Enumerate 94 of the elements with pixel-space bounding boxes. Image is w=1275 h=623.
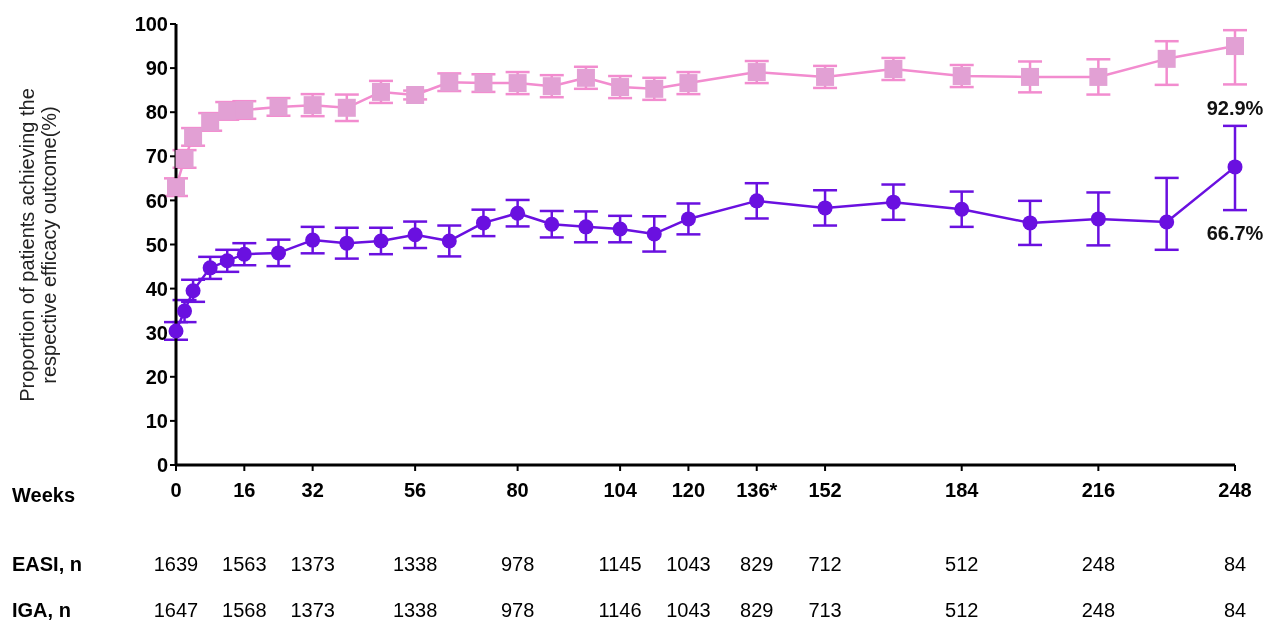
y-axis-title: Proportion of patients achieving the respective efficacy outcome(%) [16,86,60,404]
point [544,216,560,232]
text: 978 [500,553,535,576]
y-tick-label: 40 [145,277,168,300]
point [1090,211,1106,227]
point [1227,159,1243,175]
text: 248 [1081,599,1116,622]
point [578,219,594,235]
point [576,68,595,87]
x-tick-label: 32 [301,479,324,502]
point [646,226,662,242]
text: 1043 [666,599,711,622]
point [612,221,628,237]
x-tick-label: 152 [808,479,842,502]
text: 1563 [222,553,267,576]
text: 829 [740,599,774,622]
point [337,98,356,117]
text: 84 [1223,599,1247,622]
y-tick-label: 90 [145,57,168,80]
point [185,283,201,299]
x-tick-label: 56 [404,479,427,502]
text: 713 [808,599,842,622]
point [680,211,696,227]
text: 1338 [392,599,438,622]
text: 1043 [666,553,711,576]
point [219,253,235,269]
text: 1647 [153,599,199,622]
point [1021,67,1040,86]
point [202,260,218,276]
point [270,245,286,261]
x-tick-label: 104 [603,479,638,502]
point [1159,214,1175,230]
point [339,235,355,251]
text: 829 [740,553,774,576]
x-tick-label: 120 [671,479,706,502]
y-tick-label: 10 [145,410,168,432]
point [885,194,901,210]
x-tick-label: 184 [945,479,980,502]
text: EASI, n [12,553,83,576]
point [1157,49,1176,68]
y-tick-label: 70 [145,145,168,168]
annotation: 92.9% [1206,96,1264,119]
point [510,205,526,221]
text: 978 [500,599,535,622]
point [1022,215,1038,231]
text: 1146 [598,599,642,622]
y-tick-label: 20 [145,365,168,388]
point [816,67,835,86]
text: 1338 [392,553,438,576]
y-tick-label: 0 [156,454,168,477]
text: 1145 [598,553,642,576]
x-tick-label: 248 [1218,479,1252,502]
y-tick-label: 100 [134,13,168,36]
point [1089,67,1108,86]
text: 1568 [222,599,267,622]
point [236,246,252,262]
point [475,215,491,231]
x-tick-label: 80 [506,479,529,502]
annotation: 66.7% [1206,222,1264,245]
point [373,233,389,249]
y-tick-label: 30 [145,321,168,344]
point [371,82,390,101]
y-tick-label: 80 [145,101,168,124]
point [749,193,765,209]
text: 248 [1081,553,1116,576]
point [177,303,193,319]
point [441,233,457,249]
point [406,86,425,104]
x-tick-label: 16 [233,479,256,502]
text: 712 [808,553,842,576]
y-tick-label: 50 [145,233,168,256]
point [1226,37,1244,56]
text: IGA, n [12,599,71,622]
point [611,78,630,97]
point [817,200,833,216]
point [184,127,203,146]
point [305,232,321,248]
text: 512 [945,553,979,576]
point [218,101,237,120]
x-tick-label: 0 [170,479,182,502]
text: 512 [945,599,979,622]
point [407,227,423,243]
text: 1639 [153,553,199,576]
point [954,201,970,217]
point [201,112,220,131]
y-tick-label: 60 [145,189,168,212]
x-axis-title: Weeks [12,484,76,507]
point [167,178,185,197]
x-tick-label: 136* [736,479,778,502]
x-tick-label: 216 [1081,479,1116,502]
point [542,77,561,96]
text: 84 [1223,553,1247,576]
text: 1373 [290,553,335,576]
text: 1373 [290,599,335,622]
